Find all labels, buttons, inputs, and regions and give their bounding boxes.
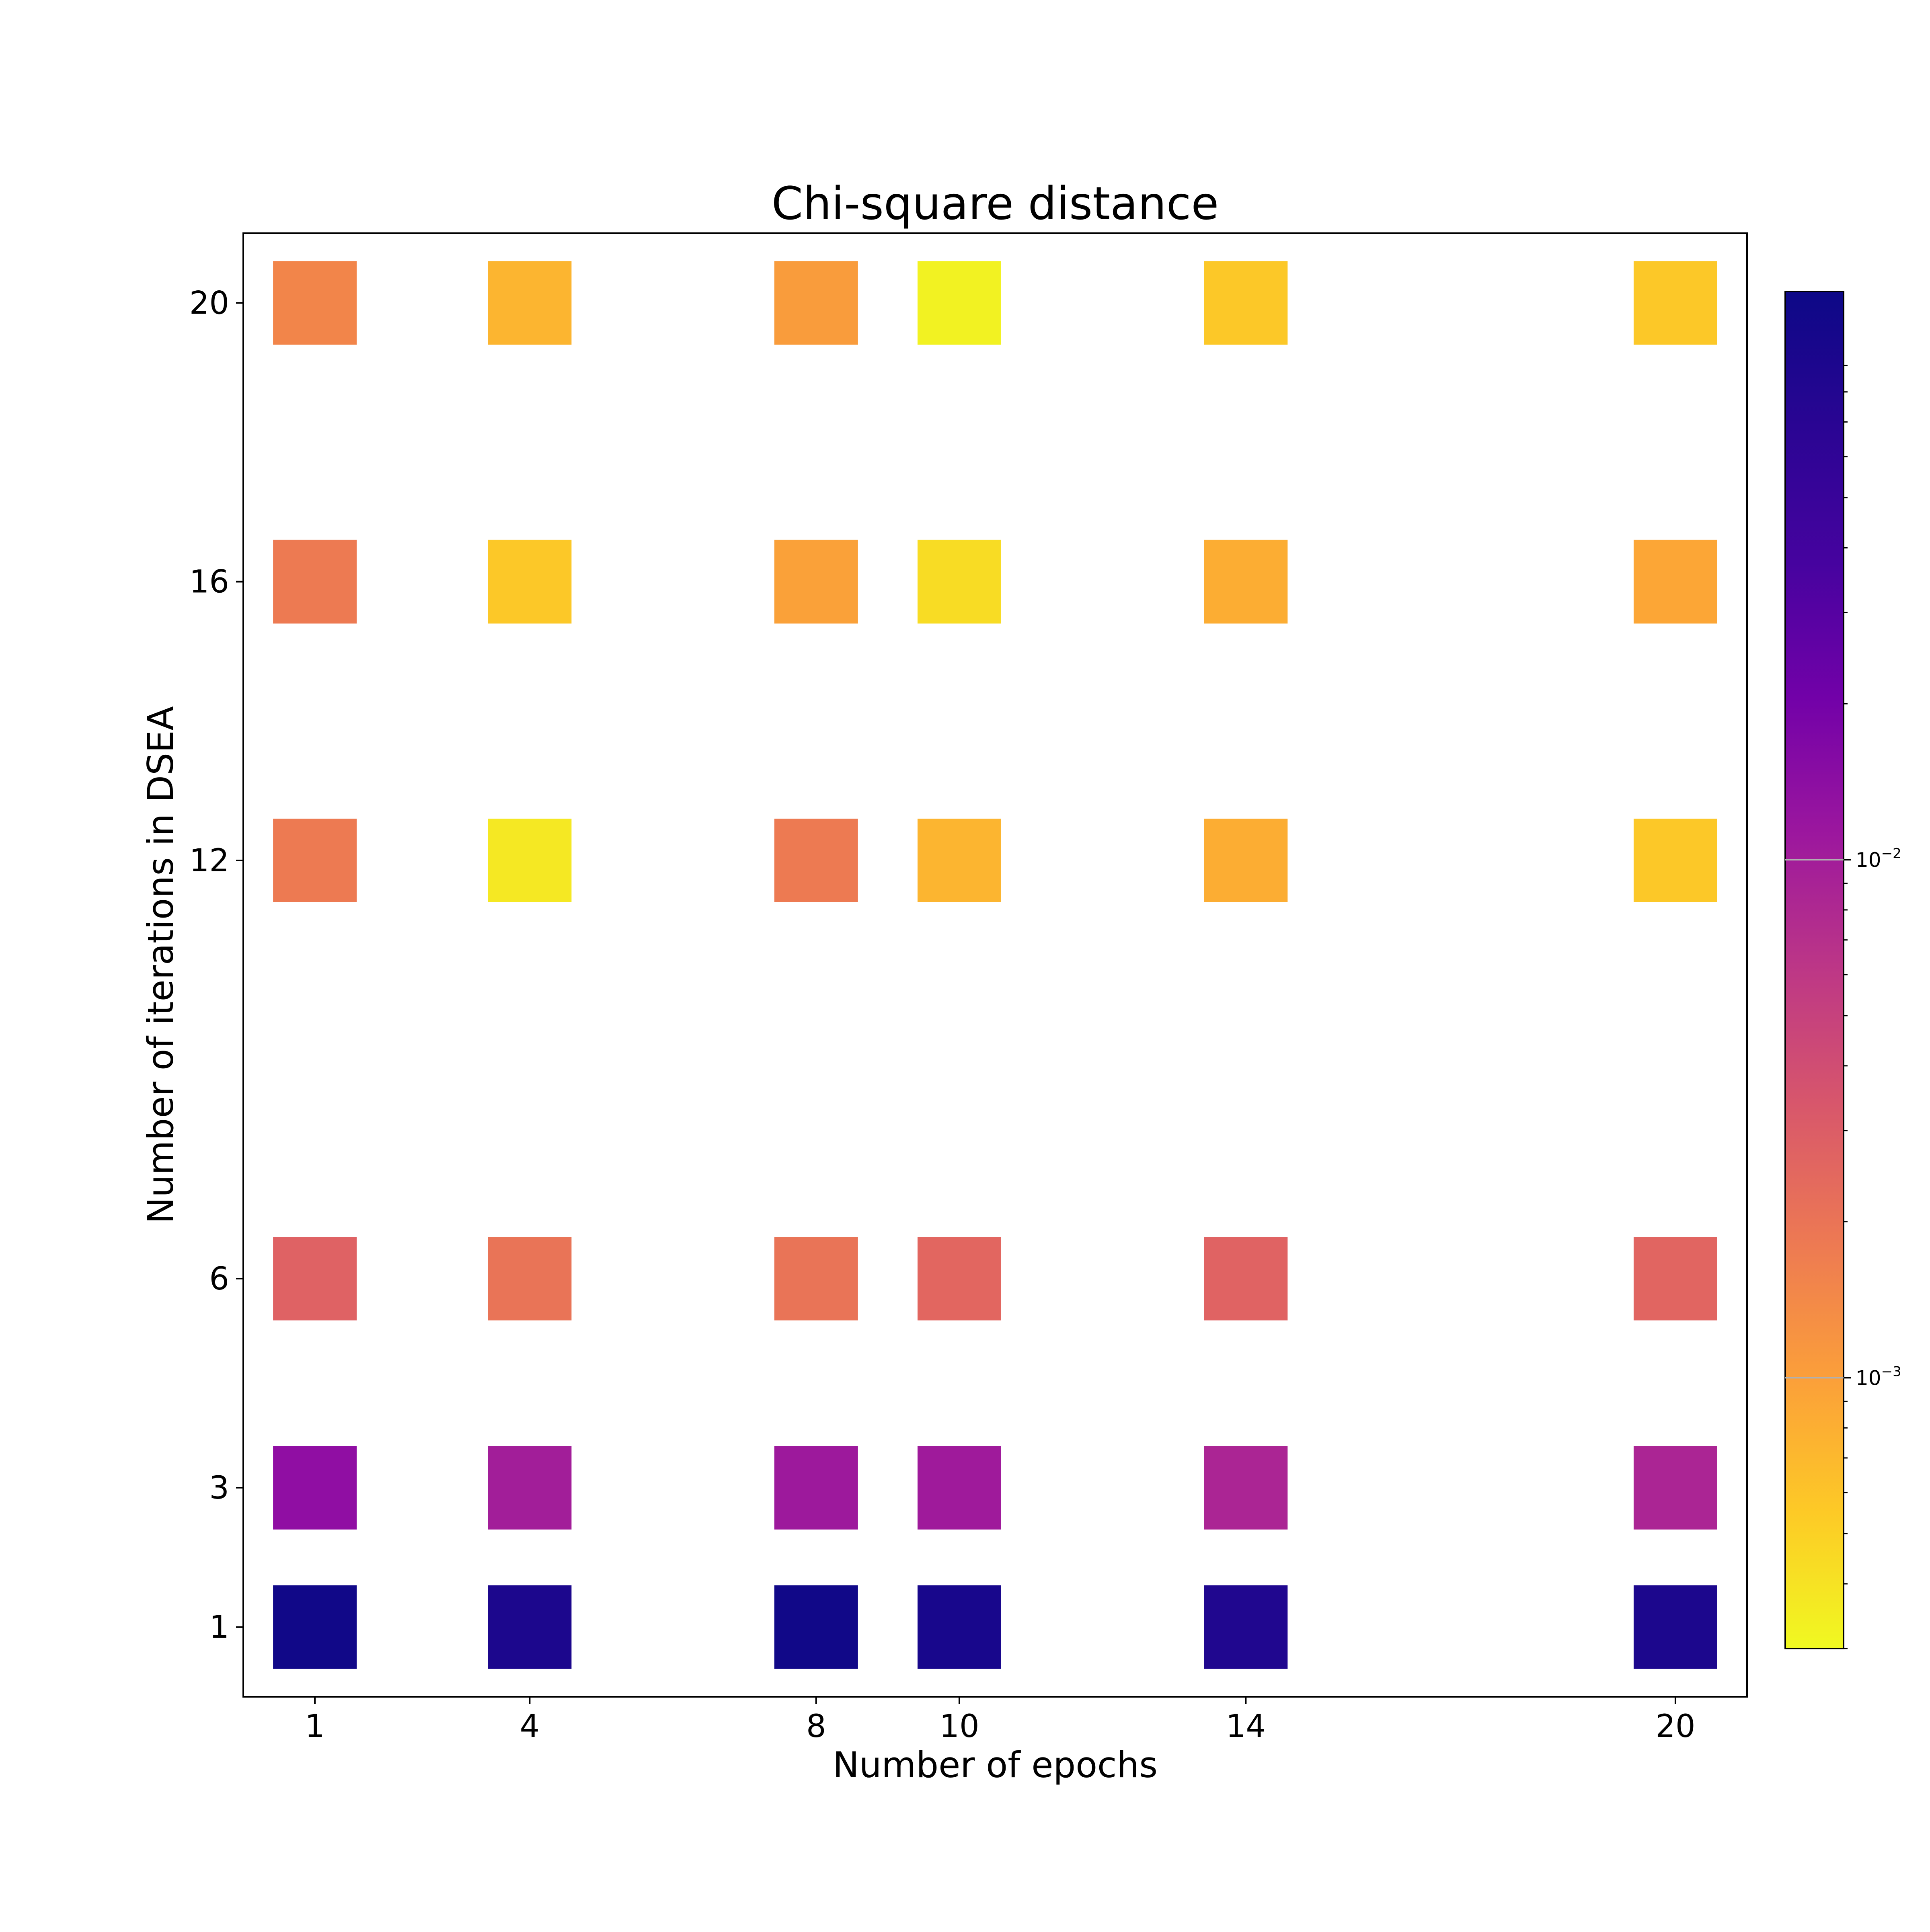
x-tick-label: 4	[520, 1708, 540, 1745]
heatmap-cell	[774, 1237, 858, 1320]
heatmap-cell	[917, 261, 1001, 345]
y-tick-label: 12	[189, 843, 229, 879]
heatmap-cell	[488, 1585, 572, 1669]
heatmap-cell	[488, 1237, 572, 1320]
heatmap-cell	[1633, 1446, 1717, 1530]
heatmap-cell	[774, 540, 858, 624]
heatmap-cell	[1633, 540, 1717, 624]
heatmap-cell	[1204, 819, 1288, 902]
heatmap-cell	[488, 819, 572, 902]
colorbar: 10−3 10−2	[1784, 291, 1901, 1649]
heatmap-cell	[774, 261, 858, 345]
y-tick-label: 16	[189, 564, 229, 600]
heatmap-cell	[273, 1585, 357, 1669]
heatmap-cell	[774, 1446, 858, 1530]
heatmap-cell	[774, 1585, 858, 1669]
heatmap-cell	[1633, 1237, 1717, 1320]
heatmap-cell	[917, 540, 1001, 624]
x-axis-ticks: 1 4 8 10 14 20	[305, 1697, 1696, 1745]
heatmap-cell	[1204, 540, 1288, 624]
colorbar-major-ticks: 10−3 10−2	[1785, 846, 1901, 1390]
heatmap-cell	[1633, 819, 1717, 902]
y-tick-label: 6	[209, 1261, 229, 1297]
heatmap-cell	[273, 819, 357, 902]
y-axis-label: Number of iterations in DSEA	[140, 706, 181, 1224]
x-tick-label: 10	[939, 1708, 979, 1745]
chart-title: Chi-square distance	[772, 178, 1219, 230]
x-tick-label: 8	[806, 1708, 826, 1745]
heatmap-cell	[488, 261, 572, 345]
x-tick-label: 14	[1226, 1708, 1266, 1745]
heatmap-cell	[917, 819, 1001, 902]
heatmap-cell	[1204, 1237, 1288, 1320]
colorbar-tick-label: 10−3	[1856, 1363, 1901, 1390]
heatmap-cell	[1204, 1585, 1288, 1669]
plot-area-frame	[242, 232, 1748, 1698]
y-tick-label: 20	[189, 285, 229, 321]
colorbar-tick-label: 10−2	[1856, 846, 1901, 872]
y-axis-ticks: 1 3 6 12 16 20	[189, 285, 243, 1646]
heatmap-cell	[1204, 1446, 1288, 1530]
heatmap-cell	[273, 1237, 357, 1320]
x-tick-label: 1	[305, 1708, 325, 1745]
y-tick-label: 3	[209, 1470, 229, 1506]
x-tick-label: 20	[1655, 1708, 1695, 1745]
heatmap-cell	[488, 1446, 572, 1530]
colorbar-gradient	[1784, 291, 1844, 1649]
heatmap-cell	[1633, 261, 1717, 345]
heatmap-cell	[273, 261, 357, 345]
heatmap-cell	[917, 1446, 1001, 1530]
heatmap-cell	[1633, 1585, 1717, 1669]
heatmap-cell	[273, 540, 357, 624]
heatmap-cells	[273, 261, 1717, 1669]
colorbar-minor-ticks	[1844, 365, 1848, 1649]
y-tick-label: 1	[209, 1610, 229, 1646]
x-axis-label: Number of epochs	[833, 1744, 1158, 1786]
heatmap-cell	[1204, 261, 1288, 345]
heatmap-cell	[917, 1237, 1001, 1320]
heatmap-cell	[488, 540, 572, 624]
heatmap-cell	[273, 1446, 357, 1530]
heatmap-cell	[917, 1585, 1001, 1669]
heatmap-cell	[774, 819, 858, 902]
